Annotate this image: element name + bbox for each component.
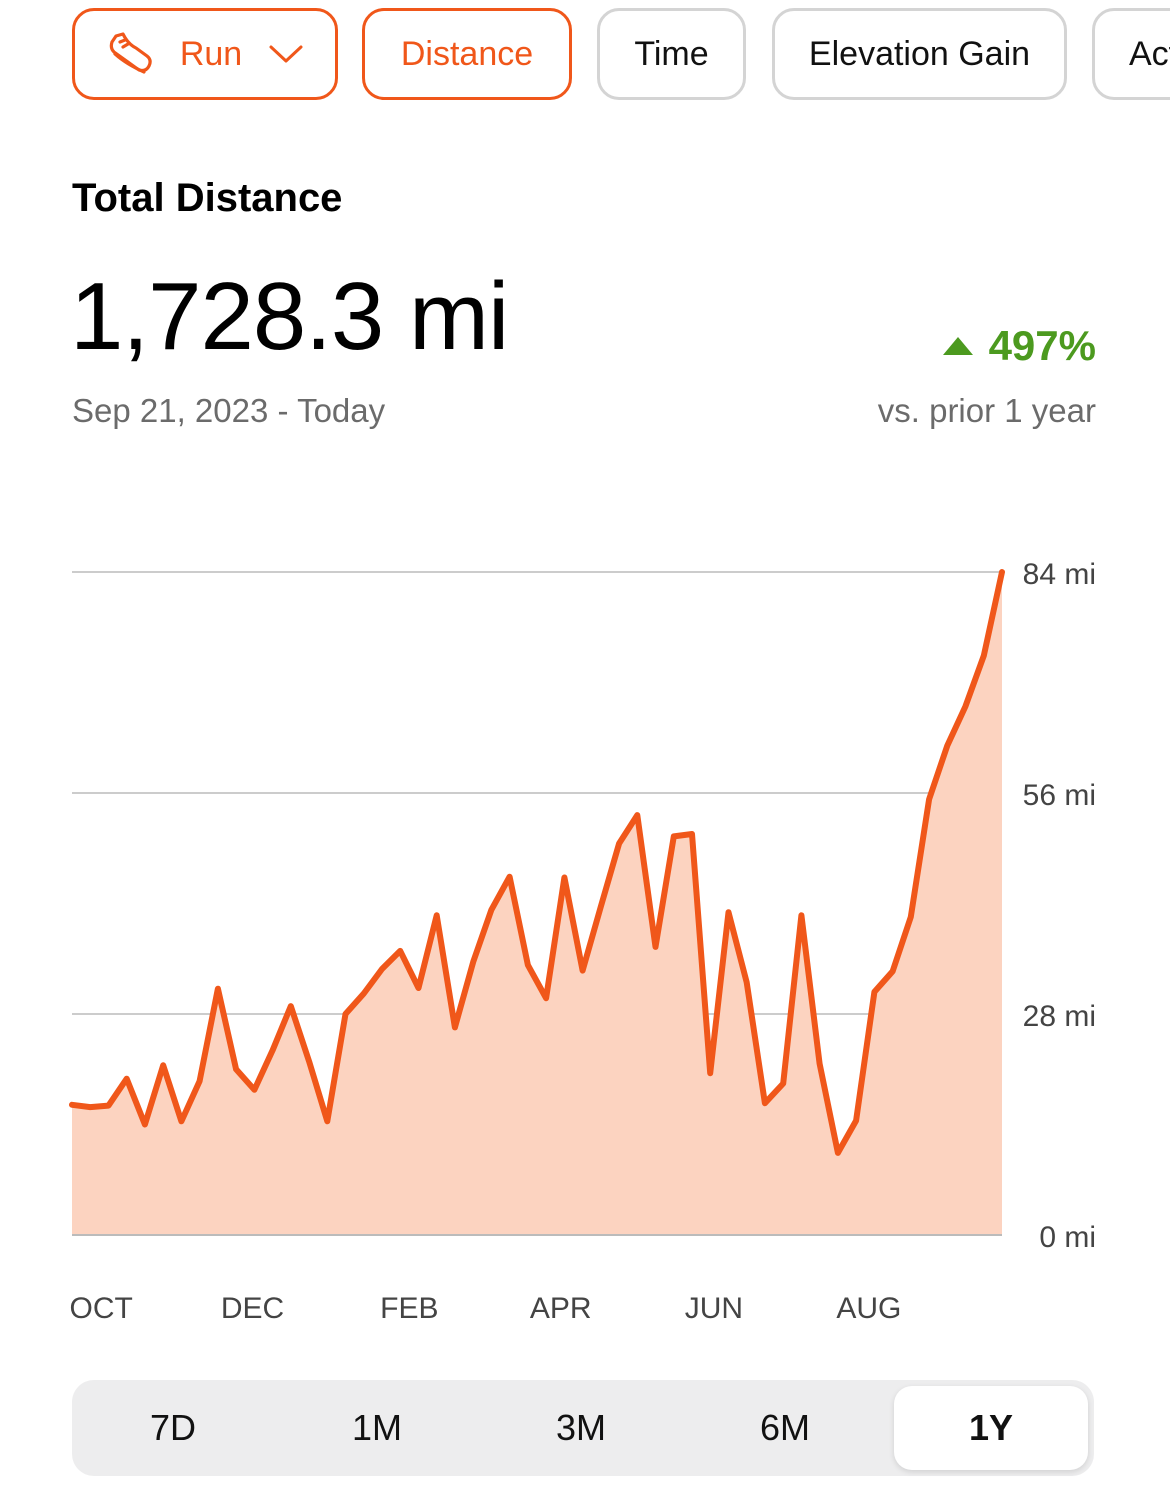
y-tick-label: 84 mi xyxy=(1023,558,1096,591)
series-area xyxy=(72,572,1002,1235)
period-7d[interactable]: 7D xyxy=(149,1407,197,1448)
up-arrow-icon xyxy=(942,337,973,355)
period-1y[interactable]: 1Y xyxy=(894,1386,1088,1470)
chevron-down-icon xyxy=(269,45,303,63)
tab-time-label: Time xyxy=(634,34,709,73)
chart-title: Total Distance xyxy=(72,176,343,220)
distance-chart: 0 mi 28 mi 56 mi 84 mi OCT DEC FEB APR JUN AUG xyxy=(69,558,1096,1325)
sport-label: Run xyxy=(179,34,243,73)
x-tick-label: DEC xyxy=(221,1292,284,1325)
x-tick-label: APR xyxy=(530,1292,592,1325)
series-line xyxy=(69,569,1005,1156)
sport-dropdown[interactable]: Run xyxy=(72,8,338,100)
tab-distance[interactable]: Distance xyxy=(362,8,572,100)
comparison-label: vs. prior 1 year xyxy=(877,392,1096,429)
total-distance-value: 1,728.3 mi xyxy=(70,263,509,370)
y-tick-label: 56 mi xyxy=(1023,779,1096,812)
tab-elevation-gain[interactable]: Elevation Gain xyxy=(772,8,1067,100)
change-indicator: 497% xyxy=(942,322,1096,370)
tab-activities-label: Activities xyxy=(1129,34,1170,73)
period-6m[interactable]: 6M xyxy=(759,1407,810,1448)
tab-activities[interactable]: Activities xyxy=(1092,8,1170,100)
tab-elevation-gain-label: Elevation Gain xyxy=(808,34,1031,73)
period-3m[interactable]: 3M xyxy=(555,1407,606,1448)
tab-distance-label: Distance xyxy=(400,34,534,73)
x-tick-label: OCT xyxy=(70,1292,133,1325)
x-tick-label: FEB xyxy=(380,1292,438,1325)
y-tick-label: 0 mi xyxy=(1039,1221,1096,1254)
tab-time[interactable]: Time xyxy=(597,8,746,100)
x-tick-label: JUN xyxy=(685,1292,743,1325)
running-shoe-icon xyxy=(109,32,152,74)
y-tick-label: 28 mi xyxy=(1023,1000,1096,1033)
change-percent: 497% xyxy=(988,322,1096,369)
period-selector: 7D 1M 3M 6M 1Y xyxy=(72,1380,1094,1476)
date-range: Sep 21, 2023 - Today xyxy=(72,392,386,429)
metric-filter-bar: Run Distance Time Elevation Gain Activit… xyxy=(72,8,1170,104)
period-1m[interactable]: 1M xyxy=(351,1407,402,1448)
x-tick-label: AUG xyxy=(836,1292,901,1325)
